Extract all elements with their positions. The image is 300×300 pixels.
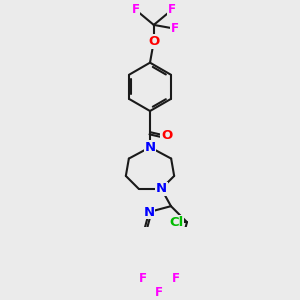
Text: N: N (144, 141, 156, 154)
Text: F: F (172, 272, 180, 285)
Text: F: F (132, 3, 140, 16)
Text: F: F (168, 3, 176, 16)
Text: O: O (161, 129, 172, 142)
Text: O: O (148, 35, 159, 48)
Text: Cl: Cl (169, 216, 184, 229)
Text: F: F (139, 272, 147, 285)
Text: F: F (171, 22, 179, 35)
Text: N: N (143, 206, 155, 218)
Text: N: N (156, 182, 167, 195)
Text: F: F (155, 286, 163, 299)
